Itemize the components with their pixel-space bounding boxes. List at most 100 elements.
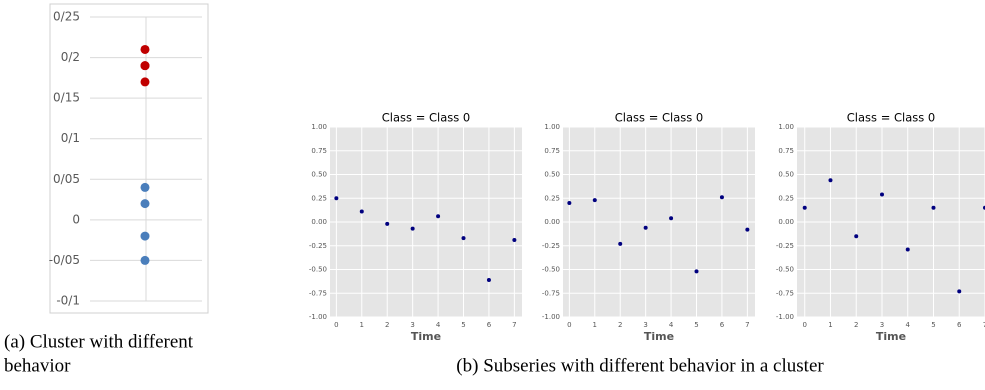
y-tick-label: -0.75 bbox=[542, 289, 560, 297]
y-tick-label: 1.00 bbox=[311, 123, 327, 131]
x-axis-label: Time bbox=[876, 330, 906, 343]
point bbox=[567, 201, 572, 205]
y-tick-label: 0.25 bbox=[778, 194, 794, 202]
point bbox=[436, 214, 441, 219]
point bbox=[140, 44, 150, 54]
chart-title: Class = Class 0 bbox=[847, 111, 935, 125]
x-tick-label: 7 bbox=[983, 321, 985, 329]
y-tick-label: 0.75 bbox=[778, 147, 794, 155]
point bbox=[694, 269, 699, 274]
caption: behavior bbox=[4, 355, 71, 376]
x-tick-label: 4 bbox=[436, 321, 441, 329]
y-tick-label: 0/15 bbox=[53, 91, 80, 105]
y-tick-label: 0/1 bbox=[61, 131, 80, 145]
point bbox=[140, 61, 150, 71]
y-tick-label: 0.50 bbox=[544, 171, 560, 179]
point bbox=[905, 247, 910, 252]
x-axis-label: Time bbox=[644, 330, 674, 343]
point bbox=[140, 77, 150, 87]
y-tick-label: 0/05 bbox=[53, 172, 80, 186]
point bbox=[931, 205, 936, 210]
y-tick-label: -1.00 bbox=[309, 313, 327, 321]
x-tick-label: 3 bbox=[880, 321, 884, 329]
point bbox=[643, 225, 648, 230]
x-tick-label: 3 bbox=[643, 321, 647, 329]
point bbox=[879, 192, 884, 197]
chart-frame bbox=[49, 3, 209, 314]
point bbox=[140, 199, 150, 209]
point bbox=[802, 205, 807, 210]
point bbox=[512, 238, 517, 243]
point bbox=[828, 178, 833, 183]
point bbox=[592, 198, 597, 203]
x-tick-label: 0 bbox=[567, 321, 571, 329]
point bbox=[618, 241, 623, 246]
y-tick-label: -0/05 bbox=[49, 253, 80, 267]
y-tick-label: 0.75 bbox=[311, 147, 327, 155]
x-tick-label: 5 bbox=[931, 321, 935, 329]
y-tick-label: 0.00 bbox=[311, 218, 327, 226]
x-tick-label: 1 bbox=[593, 321, 597, 329]
x-tick-label: 1 bbox=[828, 321, 832, 329]
y-tick-label: -0.50 bbox=[309, 266, 327, 274]
y-tick-label: 1.00 bbox=[544, 123, 560, 131]
caption: (a) Cluster with different bbox=[4, 331, 194, 352]
point bbox=[461, 236, 466, 241]
x-tick-label: 6 bbox=[487, 321, 492, 329]
point bbox=[854, 234, 859, 239]
x-tick-label: 5 bbox=[461, 321, 465, 329]
y-tick-label: 0 bbox=[72, 212, 80, 226]
chart-title: Class = Class 0 bbox=[382, 111, 470, 125]
y-tick-label: 0.00 bbox=[778, 218, 794, 226]
y-tick-label: -0.25 bbox=[776, 242, 794, 250]
y-tick-label: 0/25 bbox=[53, 10, 80, 24]
point bbox=[359, 209, 364, 214]
y-tick-label: -0.50 bbox=[542, 266, 560, 274]
x-tick-label: 4 bbox=[906, 321, 911, 329]
y-tick-label: 0.00 bbox=[544, 218, 560, 226]
x-tick-label: 0 bbox=[802, 321, 806, 329]
y-tick-label: -0.25 bbox=[309, 242, 327, 250]
y-tick-label: -0.50 bbox=[776, 266, 794, 274]
point bbox=[385, 221, 390, 226]
point bbox=[410, 226, 415, 231]
x-tick-label: 2 bbox=[854, 321, 858, 329]
x-tick-label: 2 bbox=[618, 321, 622, 329]
caption: (b) Subseries with different behavior in… bbox=[456, 355, 824, 376]
point bbox=[140, 182, 150, 192]
x-tick-label: 7 bbox=[512, 321, 516, 329]
point bbox=[669, 216, 674, 221]
y-tick-label: 0.50 bbox=[778, 171, 794, 179]
y-tick-label: 0.75 bbox=[544, 147, 560, 155]
point bbox=[957, 289, 962, 294]
y-tick-label: 0.25 bbox=[544, 194, 560, 202]
x-tick-label: 3 bbox=[410, 321, 414, 329]
point bbox=[486, 277, 491, 282]
y-tick-label: -1.00 bbox=[542, 313, 560, 321]
x-tick-label: 6 bbox=[957, 321, 962, 329]
x-tick-label: 2 bbox=[385, 321, 389, 329]
x-tick-label: 4 bbox=[669, 321, 674, 329]
point bbox=[334, 196, 339, 201]
point bbox=[719, 195, 724, 200]
y-tick-label: -0.75 bbox=[309, 289, 327, 297]
x-tick-label: 5 bbox=[694, 321, 698, 329]
chart-title: Class = Class 0 bbox=[615, 111, 703, 125]
point bbox=[745, 227, 750, 232]
y-tick-label: 0/2 bbox=[61, 50, 80, 64]
point bbox=[140, 231, 150, 241]
y-tick-label: -0.25 bbox=[542, 242, 560, 250]
y-tick-label: -0.75 bbox=[776, 289, 794, 297]
y-tick-label: -0/1 bbox=[56, 294, 80, 308]
x-tick-label: 7 bbox=[745, 321, 749, 329]
y-tick-label: 0.25 bbox=[311, 194, 327, 202]
x-tick-label: 6 bbox=[720, 321, 725, 329]
y-tick-label: 0.50 bbox=[311, 171, 327, 179]
y-tick-label: -1.00 bbox=[776, 313, 794, 321]
x-axis-label: Time bbox=[411, 330, 441, 343]
x-tick-label: 0 bbox=[334, 321, 338, 329]
y-tick-label: 1.00 bbox=[778, 123, 794, 131]
x-tick-label: 1 bbox=[360, 321, 364, 329]
